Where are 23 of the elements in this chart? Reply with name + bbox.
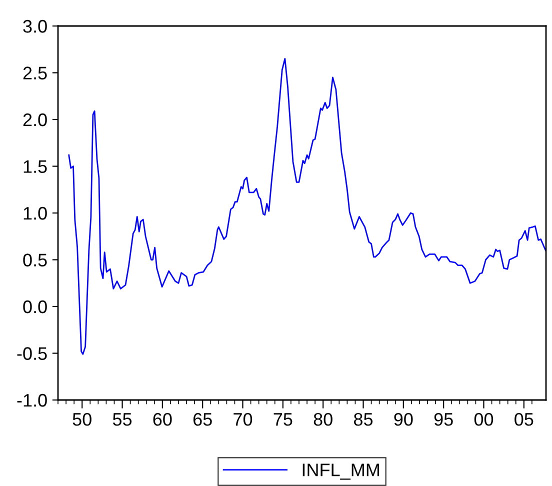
y-tick-label: 1.5 bbox=[24, 160, 47, 173]
y-tick-label: 3.0 bbox=[23, 20, 47, 33]
x-tick-label: 75 bbox=[274, 413, 292, 426]
x-tick-label: 55 bbox=[112, 413, 132, 426]
x-tick-label: 70 bbox=[234, 412, 252, 426]
x-tick-label: 90 bbox=[394, 412, 413, 426]
x-tick-label: 65 bbox=[193, 412, 212, 426]
y-tick-label: -1.0 bbox=[17, 394, 47, 407]
y-tick-label: 2.0 bbox=[23, 113, 47, 126]
x-tick-label: 50 bbox=[72, 412, 92, 426]
line-series bbox=[68, 58, 546, 355]
y-tick-label: -0.5 bbox=[17, 347, 47, 360]
y-tick-label: 0.5 bbox=[23, 254, 47, 266]
y-tick-label: 0.0 bbox=[23, 300, 47, 314]
x-tick-label: 05 bbox=[514, 412, 534, 426]
x-tick-label: 60 bbox=[153, 412, 172, 426]
legend-label: INFL_MM bbox=[302, 464, 379, 480]
x-tick-label: 00 bbox=[474, 412, 494, 426]
x-tick-label: 85 bbox=[354, 412, 373, 426]
y-tick-label: 1.0 bbox=[24, 206, 47, 220]
x-tick-label: 80 bbox=[314, 412, 332, 426]
y-tick-label: 2.5 bbox=[23, 66, 47, 80]
x-tick-label: 95 bbox=[434, 412, 453, 426]
